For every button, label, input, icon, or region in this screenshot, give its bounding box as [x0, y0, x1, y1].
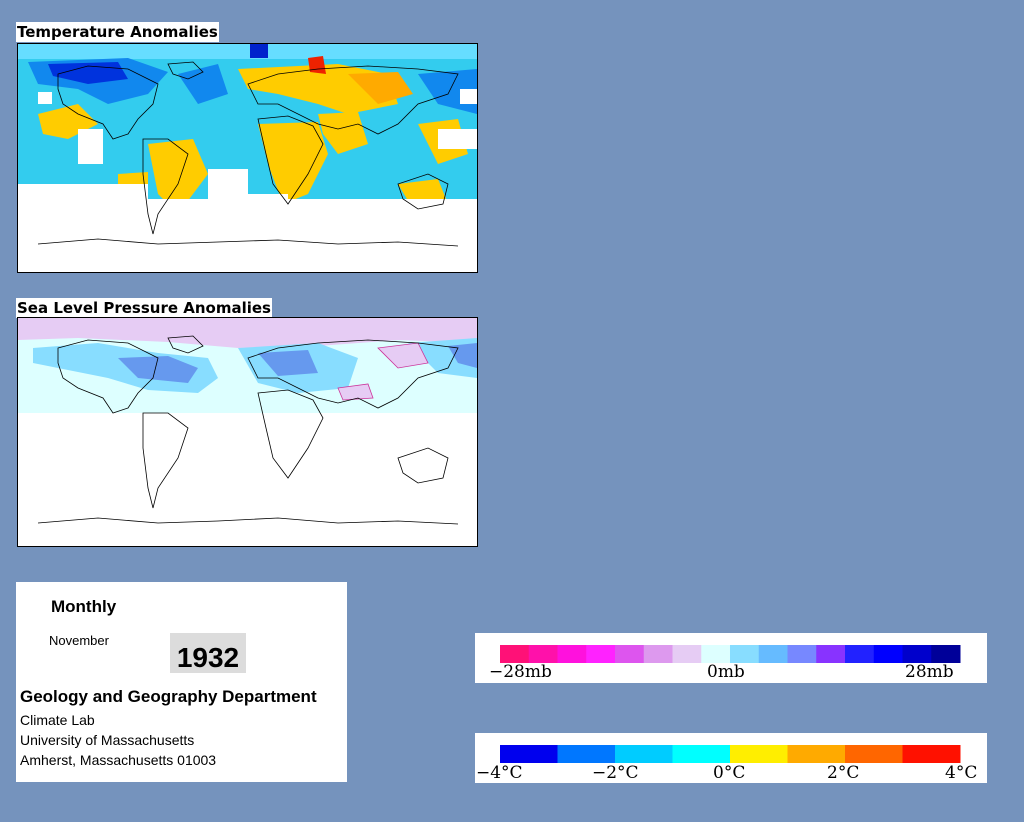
pressure-label-min: −28mb — [489, 662, 552, 682]
pressure-map-title: Sea Level Pressure Anomalies — [16, 298, 272, 318]
pressure-legend: −28mb 0mb 28mb — [475, 633, 987, 683]
pressure-swatch-6 — [672, 645, 702, 663]
pressure-swatch-4 — [615, 645, 645, 663]
period-label: Monthly — [51, 597, 117, 616]
pressure-anomaly-map — [17, 317, 478, 547]
pressure-map-graphic — [18, 318, 477, 546]
temperature-label-2: 2°C — [827, 763, 859, 783]
pressure-swatch-3 — [586, 645, 616, 663]
pressure-swatch-11 — [816, 645, 846, 663]
pressure-swatch-5 — [643, 645, 673, 663]
temperature-swatch-4 — [730, 745, 788, 763]
temperature-swatch-1 — [557, 745, 616, 763]
month-label: November — [49, 633, 109, 648]
pressure-swatch-2 — [557, 645, 587, 663]
temperature-swatch-3 — [672, 745, 731, 763]
temperature-swatch-5 — [787, 745, 846, 763]
info-panel: Monthly November 1932 Geology and Geogra… — [16, 582, 347, 782]
temperature-swatch-7 — [902, 745, 961, 763]
temperature-label-0: 0°C — [713, 763, 745, 783]
pressure-swatch-14 — [902, 645, 932, 663]
pressure-label-max: 28mb — [905, 662, 954, 682]
pressure-swatch-10 — [787, 645, 817, 663]
pressure-swatch-8 — [730, 645, 760, 663]
pressure-swatch-1 — [528, 645, 558, 663]
university-name: University of Massachusetts — [20, 732, 195, 748]
temperature-map-graphic — [18, 44, 477, 272]
pressure-swatch-15 — [931, 645, 961, 663]
temperature-label-4: 4°C — [945, 763, 977, 783]
temperature-swatch-6 — [845, 745, 903, 763]
pressure-color-bar — [500, 645, 961, 663]
pressure-swatch-9 — [758, 645, 788, 663]
pressure-swatch-12 — [845, 645, 875, 663]
temperature-label-minus2: −2°C — [592, 763, 639, 783]
temperature-map-title: Temperature Anomalies — [16, 22, 219, 42]
temperature-legend: −4°C −2°C 0°C 2°C 4°C — [475, 733, 987, 783]
lab-name: Climate Lab — [20, 712, 95, 728]
temperature-anomaly-map — [17, 43, 478, 273]
pressure-swatch-13 — [873, 645, 903, 663]
temperature-swatch-2 — [615, 745, 673, 763]
temperature-swatch-0 — [500, 745, 558, 763]
department-name: Geology and Geography Department — [20, 687, 317, 706]
pressure-label-zero: 0mb — [707, 662, 745, 682]
year-display: 1932 — [170, 633, 246, 673]
pressure-swatch-0 — [500, 645, 530, 663]
temperature-label-minus4: −4°C — [476, 763, 523, 783]
pressure-swatch-7 — [701, 645, 731, 663]
temperature-color-bar — [500, 745, 961, 763]
address-line: Amherst, Massachusetts 01003 — [20, 752, 217, 768]
